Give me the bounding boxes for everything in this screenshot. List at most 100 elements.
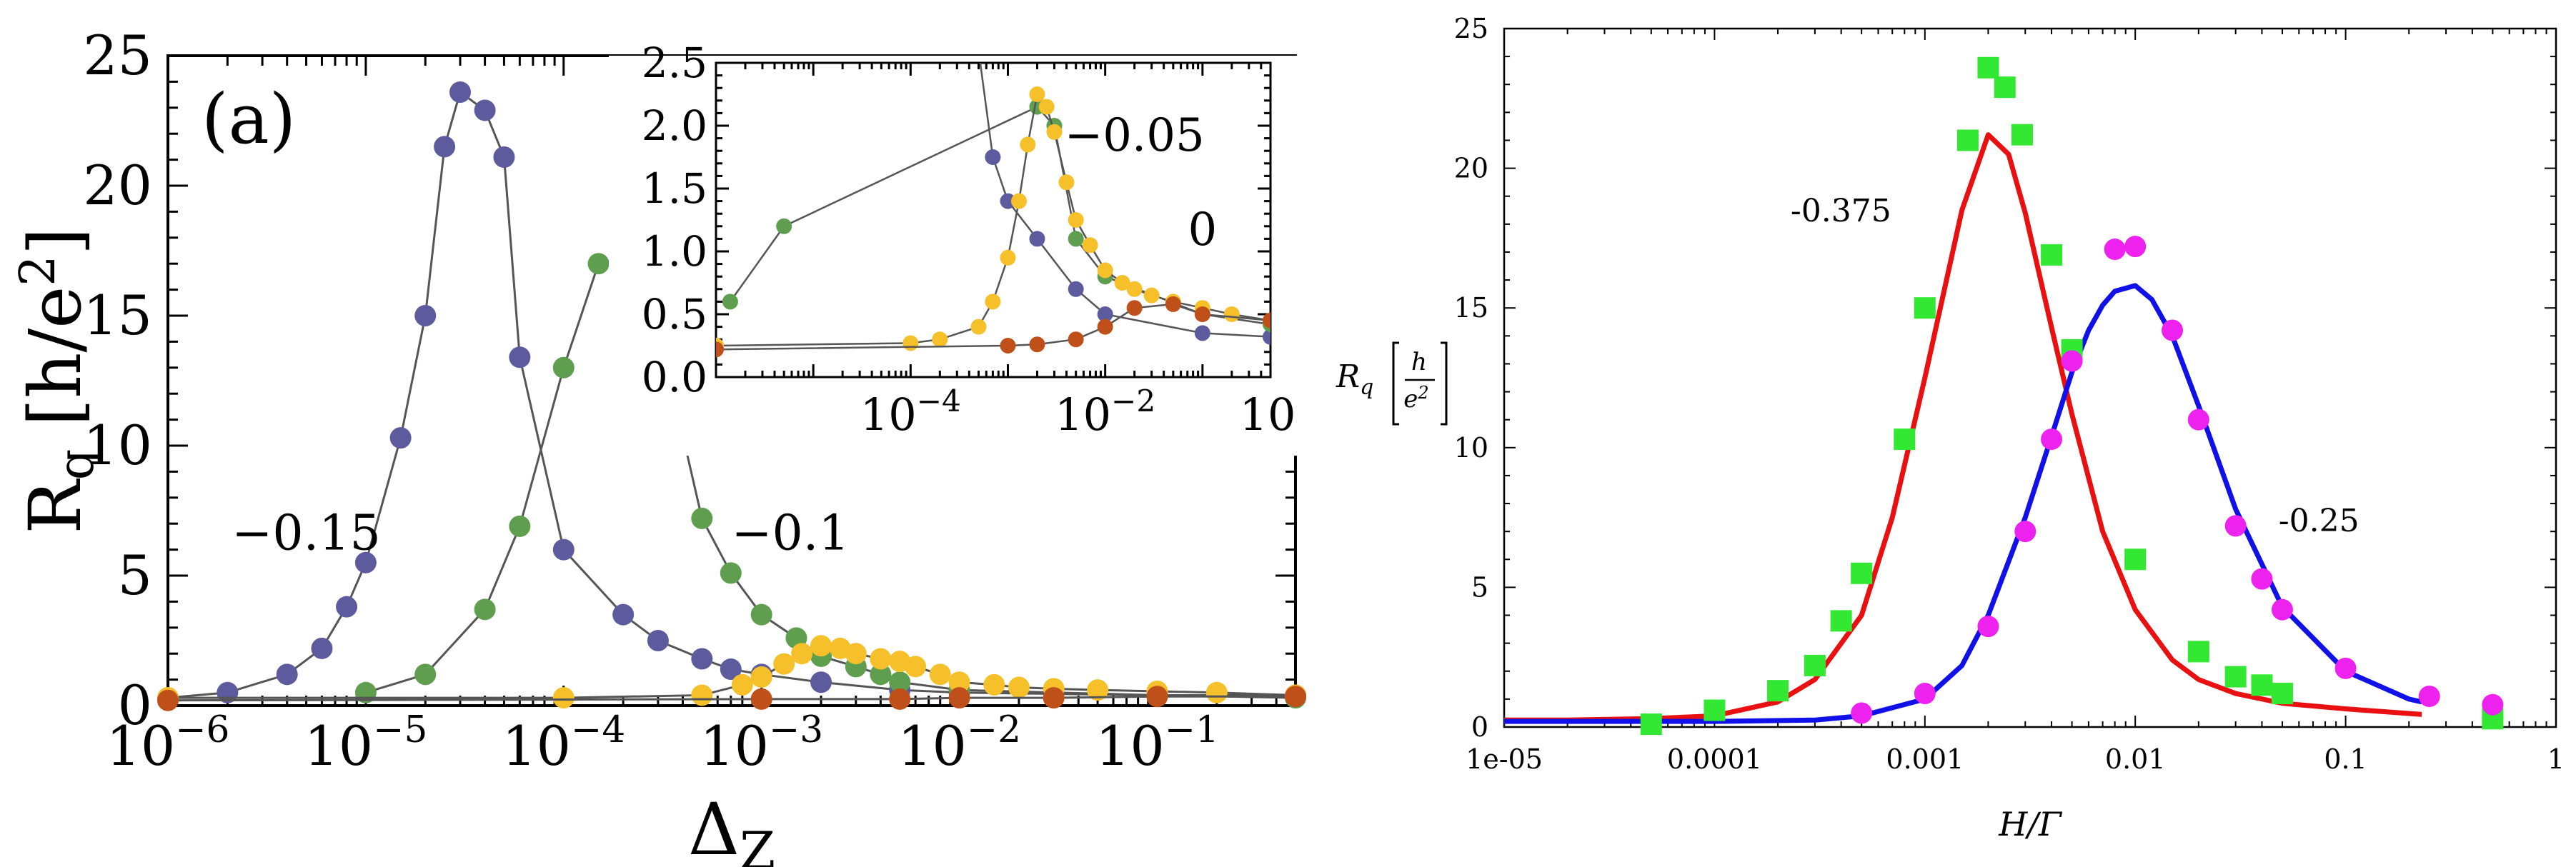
right-chart: 1e-05 0.0001 0.001 0.01 0.1 10510152025-0.375…: [1336, 13, 2565, 843]
inset-data-point: [1046, 124, 1063, 140]
data-point: [810, 671, 832, 693]
data-point: [493, 146, 515, 168]
data-point: [587, 253, 610, 275]
inset-y-tick-label: 1.0: [642, 227, 707, 276]
data-point: [552, 356, 575, 379]
data-point: [731, 673, 753, 696]
data-point: [354, 551, 377, 573]
data-point: [311, 637, 333, 659]
data-point: [1285, 686, 1306, 708]
y-label-bracket-left: [1392, 341, 1399, 426]
y-label-numerator: h: [1411, 348, 1427, 376]
data-point: [612, 603, 635, 626]
square-point: [1640, 713, 1662, 736]
curve-label: −0.15: [232, 506, 380, 562]
circle-point: [1851, 702, 1873, 724]
square-point: [2011, 124, 2033, 146]
data-point: [647, 630, 669, 651]
data-point: [889, 671, 911, 693]
y-label-denominator: e2: [1403, 383, 1428, 414]
data-point: [750, 666, 772, 688]
inset-data-point: [1068, 231, 1084, 247]
inset-data-point: [985, 294, 1001, 310]
circle-point: [2224, 515, 2247, 537]
inset-data-point: [932, 331, 948, 348]
circle-point: [2418, 685, 2440, 707]
fit-curve: [1504, 132, 2422, 723]
inset-data-point: [902, 335, 919, 351]
data-point: [1146, 686, 1168, 708]
inset-data-point: [1097, 319, 1113, 335]
inset-data-point: [716, 341, 724, 358]
circle-point: [1977, 616, 1999, 638]
inset-curve-label: 0: [1188, 204, 1217, 256]
curve-label: −0.1: [732, 506, 850, 562]
y-label-symbol: Rq: [1336, 359, 1373, 400]
y-tick-label: 20: [83, 154, 152, 217]
inset-data-point: [1097, 306, 1113, 322]
circle-point: [2124, 236, 2147, 258]
square-point: [1977, 56, 1999, 79]
inset-y-tick-label: 2.0: [642, 101, 707, 150]
data-point: [389, 427, 412, 449]
y-axis-label: Rq h e2: [1336, 341, 1448, 426]
data-point: [691, 507, 713, 529]
inset-data-point: [1263, 329, 1270, 345]
y-tick-label: 0: [1471, 711, 1488, 743]
inset-data-point: [1082, 237, 1098, 254]
data-point: [929, 663, 951, 686]
x-tick-label: 10−6: [106, 708, 230, 778]
inset-x-tick-label: 10−2: [1055, 384, 1155, 441]
inset-y-tick-label: 0.5: [642, 290, 707, 339]
data-point: [434, 136, 456, 158]
data-point: [948, 671, 970, 693]
inset-y-tick-label: 1.5: [642, 164, 707, 213]
data-point: [948, 687, 970, 709]
circle-point: [2162, 319, 2184, 341]
data-point: [773, 653, 795, 675]
inset-curve-label: −0.05: [1065, 109, 1205, 162]
inset-data-point: [985, 149, 1001, 165]
data-point: [414, 663, 437, 686]
inset-x-tick-label: 10−4: [860, 384, 961, 441]
data-point: [1087, 679, 1109, 701]
x-tick-label: 0.01: [2105, 743, 2166, 775]
y-tick-label: 5: [118, 543, 152, 607]
inset-data-point: [970, 319, 987, 335]
y-tick-label: 10: [1454, 432, 1488, 463]
inset-data-point: [1058, 174, 1075, 191]
inset-series-line: [716, 91, 1270, 347]
x-tick-label: 1: [2547, 743, 2565, 775]
inset-data-point: [1097, 262, 1113, 279]
data-point: [870, 663, 892, 686]
inset-data-point: [1000, 249, 1016, 266]
circle-point: [2061, 350, 2083, 372]
x-axis-label: ΔZ: [688, 788, 775, 867]
curve-label: -0.25: [2279, 503, 2359, 539]
y-axis-label: Rq [h/e2]: [10, 227, 105, 533]
square-point: [2041, 244, 2063, 266]
inset-data-point: [1038, 99, 1055, 115]
data-point: [1043, 687, 1065, 709]
data-point: [691, 684, 713, 706]
data-point: [474, 598, 496, 621]
data-point: [509, 346, 531, 369]
square-point: [1994, 76, 2016, 99]
inset-data-point: [1011, 193, 1028, 209]
circle-point: [2334, 657, 2357, 679]
data-point: [414, 305, 437, 326]
inset-data-point: [1126, 300, 1143, 316]
inset-data-point: [1029, 86, 1045, 102]
data-point: [552, 687, 575, 709]
square-point: [1914, 297, 1936, 319]
data-point: [983, 673, 1005, 696]
inset-data-point: [1029, 336, 1045, 353]
square-point: [1851, 562, 1873, 584]
data-point: [157, 689, 179, 711]
inset-data-point: [1194, 306, 1210, 322]
inset-data-point: [776, 218, 792, 234]
x-tick-label: 10−2: [897, 708, 1021, 778]
x-tick-label: 0.0001: [1667, 743, 1762, 775]
circle-point: [2104, 239, 2126, 261]
